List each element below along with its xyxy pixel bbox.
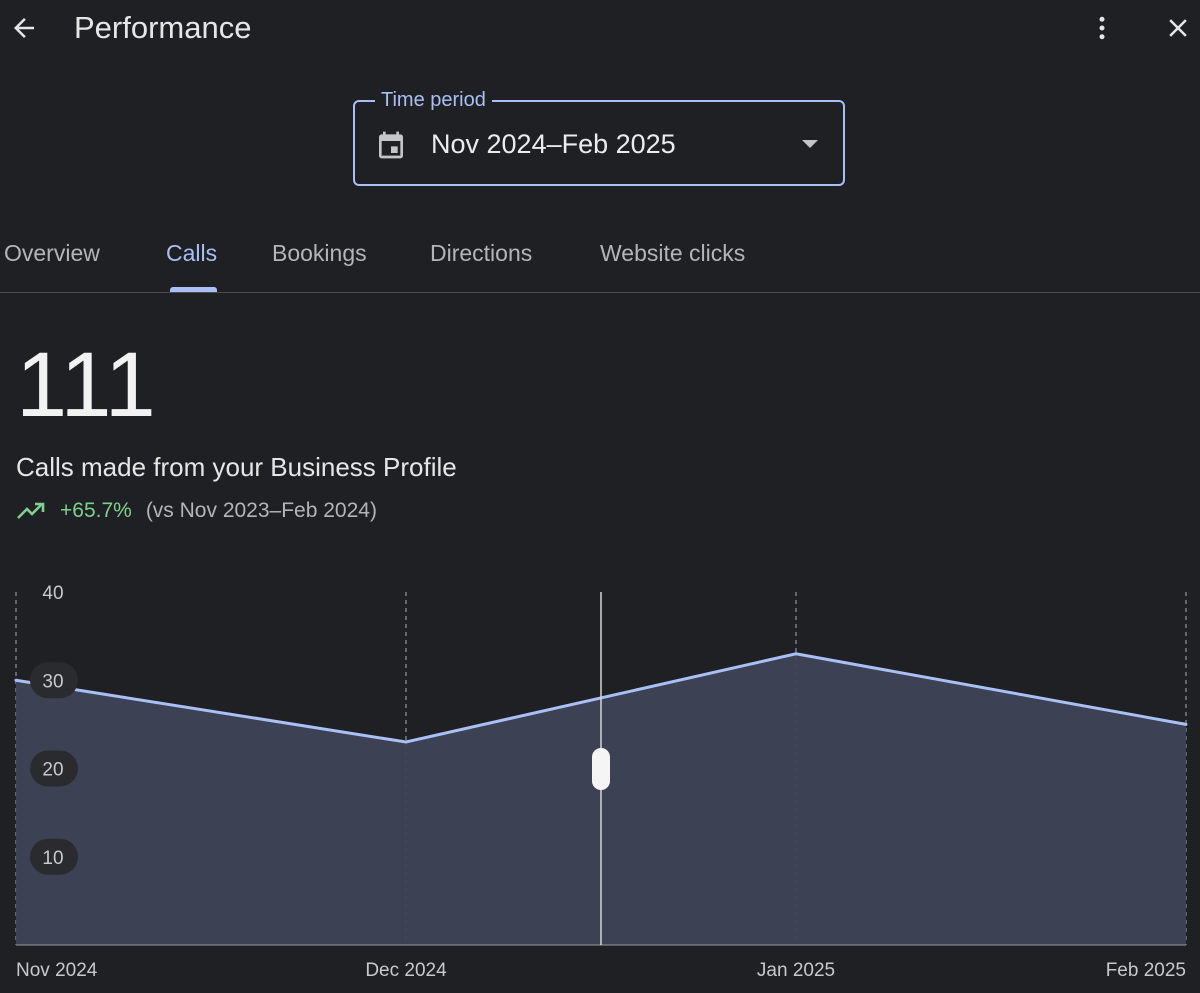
y-tick-label: 30	[42, 671, 63, 692]
y-tick-pill	[30, 838, 78, 875]
back-button[interactable]	[4, 8, 44, 48]
trending-up-icon	[17, 502, 45, 519]
y-tick-pill	[30, 662, 78, 699]
top-app-bar: Performance	[0, 0, 1200, 60]
tab-website-clicks[interactable]: Website clicks	[600, 240, 746, 266]
arrow-back-icon	[14, 18, 34, 38]
tab-calls[interactable]: Calls	[166, 240, 218, 266]
page-title: Performance	[74, 10, 252, 45]
data-point	[404, 740, 408, 744]
x-tick-label: Feb 2025	[1106, 960, 1186, 981]
data-point	[1184, 722, 1188, 726]
dropdown-arrow-icon	[802, 140, 818, 148]
active-tab-indicator	[170, 287, 217, 292]
tab-bookings[interactable]: Bookings	[272, 240, 367, 266]
y-tick-label: 10	[42, 848, 63, 869]
scrubber-handle[interactable]	[592, 748, 610, 790]
close-icon	[1169, 19, 1187, 37]
time-period-select[interactable]: Time period Nov 2024–Feb 2025	[353, 88, 845, 186]
tab-bar: Overview Calls Bookings Directions Websi…	[0, 222, 1200, 292]
tab-directions[interactable]: Directions	[430, 240, 533, 266]
tab-overview[interactable]: Overview	[4, 240, 100, 266]
y-tick-pill	[30, 750, 78, 787]
calls-area-chart[interactable]: 10 20 30 40 Nov 2024 Dec 2024 Jan 2025 Feb 202…	[0, 580, 1200, 993]
tab-divider	[0, 292, 1200, 293]
trend-comparison: (vs Nov 2023–Feb 2024)	[145, 499, 377, 522]
calendar-icon	[379, 131, 403, 159]
trend-row: +65.7% (vs Nov 2023–Feb 2024)	[16, 495, 377, 527]
trend-percentage: +65.7%	[60, 499, 132, 522]
close-button[interactable]	[1158, 8, 1198, 48]
data-point	[14, 678, 18, 682]
time-period-value: Nov 2024–Feb 2025	[431, 129, 676, 159]
x-tick-label: Jan 2025	[757, 960, 835, 981]
data-point	[794, 652, 798, 656]
y-tick-label: 40	[42, 583, 63, 604]
x-tick-label: Nov 2024	[16, 960, 98, 981]
metric-caption: Calls made from your Business Profile	[16, 452, 457, 482]
more-vert-icon	[1099, 16, 1105, 40]
y-tick-label: 20	[42, 760, 63, 781]
more-options-button[interactable]	[1082, 8, 1122, 48]
x-tick-label: Dec 2024	[365, 960, 447, 981]
total-calls-value: 111	[16, 334, 156, 436]
time-period-label: Time period	[375, 88, 492, 112]
